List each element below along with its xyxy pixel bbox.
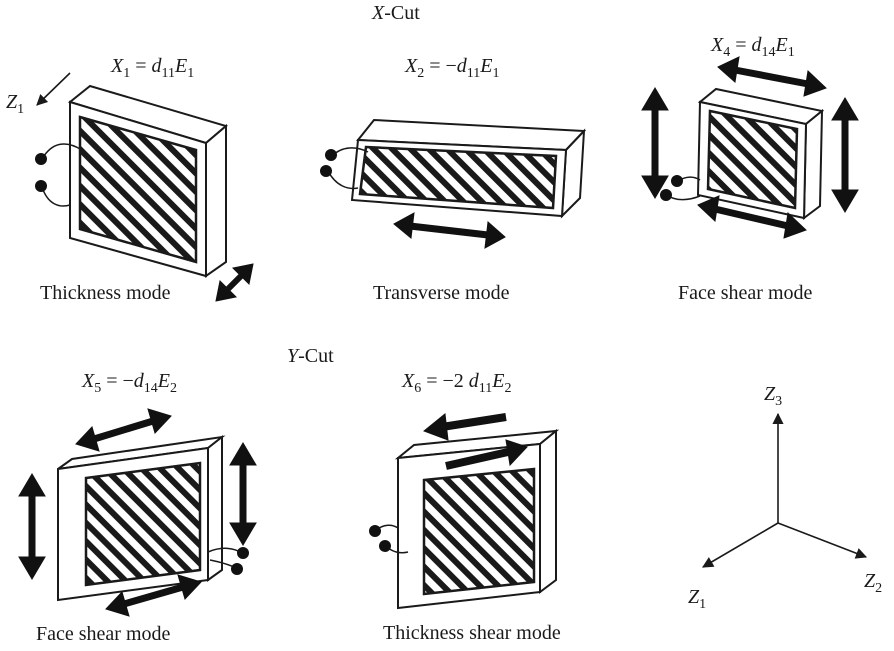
x-face-shear-terminal-upper: [671, 175, 683, 187]
y-face-shear-plate-side: [207, 434, 223, 582]
y-face-shear-arrow-top: [75, 408, 172, 452]
coordinate-axes: Z3 Z1 Z2: [688, 383, 882, 612]
transverse-electrode-face: [358, 145, 558, 210]
x-face-shear-terminal-lower: [660, 189, 672, 201]
x-face-shear-electrode-face: [706, 109, 799, 210]
y-cut-heading: Y-Cut: [287, 345, 334, 367]
transverse-mode-caption: Transverse mode: [373, 282, 510, 304]
y-face-shear-terminal-lower: [231, 563, 243, 575]
y-face-shear-equation: X5 = −d14E2: [81, 370, 177, 396]
z3-axis-label: Z3: [764, 383, 782, 409]
thickness-shear-caption: Thickness shear mode: [383, 622, 561, 644]
y-face-shear-caption: Face shear mode: [36, 623, 171, 645]
y-face-shear-arrow-right: [229, 442, 257, 546]
y-face-shear-terminal-upper: [237, 547, 249, 559]
y-cut-heading-var: Y: [287, 345, 300, 367]
thickness-shear-terminal-upper: [369, 525, 381, 537]
transverse-mode-panel: X2 = −d11E1 Transverse mode: [320, 55, 587, 304]
thickness-mode-equation: X1 = d11E1: [110, 55, 194, 81]
z1-axis-label: Z1: [688, 586, 706, 612]
thickness-z1-label: Z1: [6, 91, 24, 117]
z1-direction-arrow: [36, 72, 71, 106]
transverse-terminal-upper: [325, 149, 337, 161]
x-cut-heading-var: X: [371, 2, 385, 24]
thickness-terminal-lower: [35, 180, 47, 192]
y-face-shear-electrode-face: [84, 461, 202, 587]
thickness-mode-panel: X1 = d11E1 Z1 Thickness mode: [6, 55, 254, 304]
thickness-shear-arrow-upper: [423, 413, 507, 441]
thickness-shear-equation: X6 = −2 d11E2: [401, 370, 511, 396]
x-face-shear-panel: X4 = d14E1 Face shear mode: [641, 34, 859, 304]
transverse-mode-equation: X2 = −d11E1: [404, 55, 499, 81]
z2-axis: [777, 522, 868, 559]
y-face-shear-arrow-left: [18, 473, 46, 580]
thickness-wire-lower: [41, 186, 71, 207]
x-face-shear-equation: X4 = d14E1: [710, 34, 795, 60]
thickness-shear-electrode-face: [422, 467, 536, 596]
x-face-shear-arrow-bottom: [697, 195, 807, 239]
transverse-vibration-arrow: [393, 212, 506, 249]
thickness-shear-terminal-lower: [379, 540, 391, 552]
thickness-electrode-face: [78, 115, 198, 264]
x-face-shear-arrow-top: [717, 56, 827, 97]
z1-axis: [702, 522, 779, 568]
y-face-shear-arrow-bottom: [105, 574, 202, 617]
thickness-shear-arrow-lower: [445, 439, 528, 470]
thickness-shear-panel: X6 = −2 d11E2 Thickness shear mode: [369, 370, 561, 644]
x-face-shear-arrow-right: [831, 97, 859, 213]
y-face-shear-panel: X5 = −d14E2 Face shear mode: [18, 370, 257, 645]
y-cut-heading-rest: -Cut: [298, 345, 334, 367]
thickness-mode-caption: Thickness mode: [40, 282, 171, 304]
x-cut-heading: X-Cut: [371, 2, 420, 24]
x-cut-heading-rest: -Cut: [384, 2, 420, 24]
thickness-terminal-upper: [35, 153, 47, 165]
x-face-shear-arrow-left: [641, 87, 669, 199]
x-face-shear-caption: Face shear mode: [678, 282, 813, 304]
transverse-terminal-lower: [320, 165, 332, 177]
thickness-shear-plate-side: [539, 428, 557, 594]
z2-axis-label: Z2: [864, 570, 882, 596]
thickness-vibration-arrow: [215, 263, 254, 302]
thickness-plate-side: [205, 123, 227, 278]
